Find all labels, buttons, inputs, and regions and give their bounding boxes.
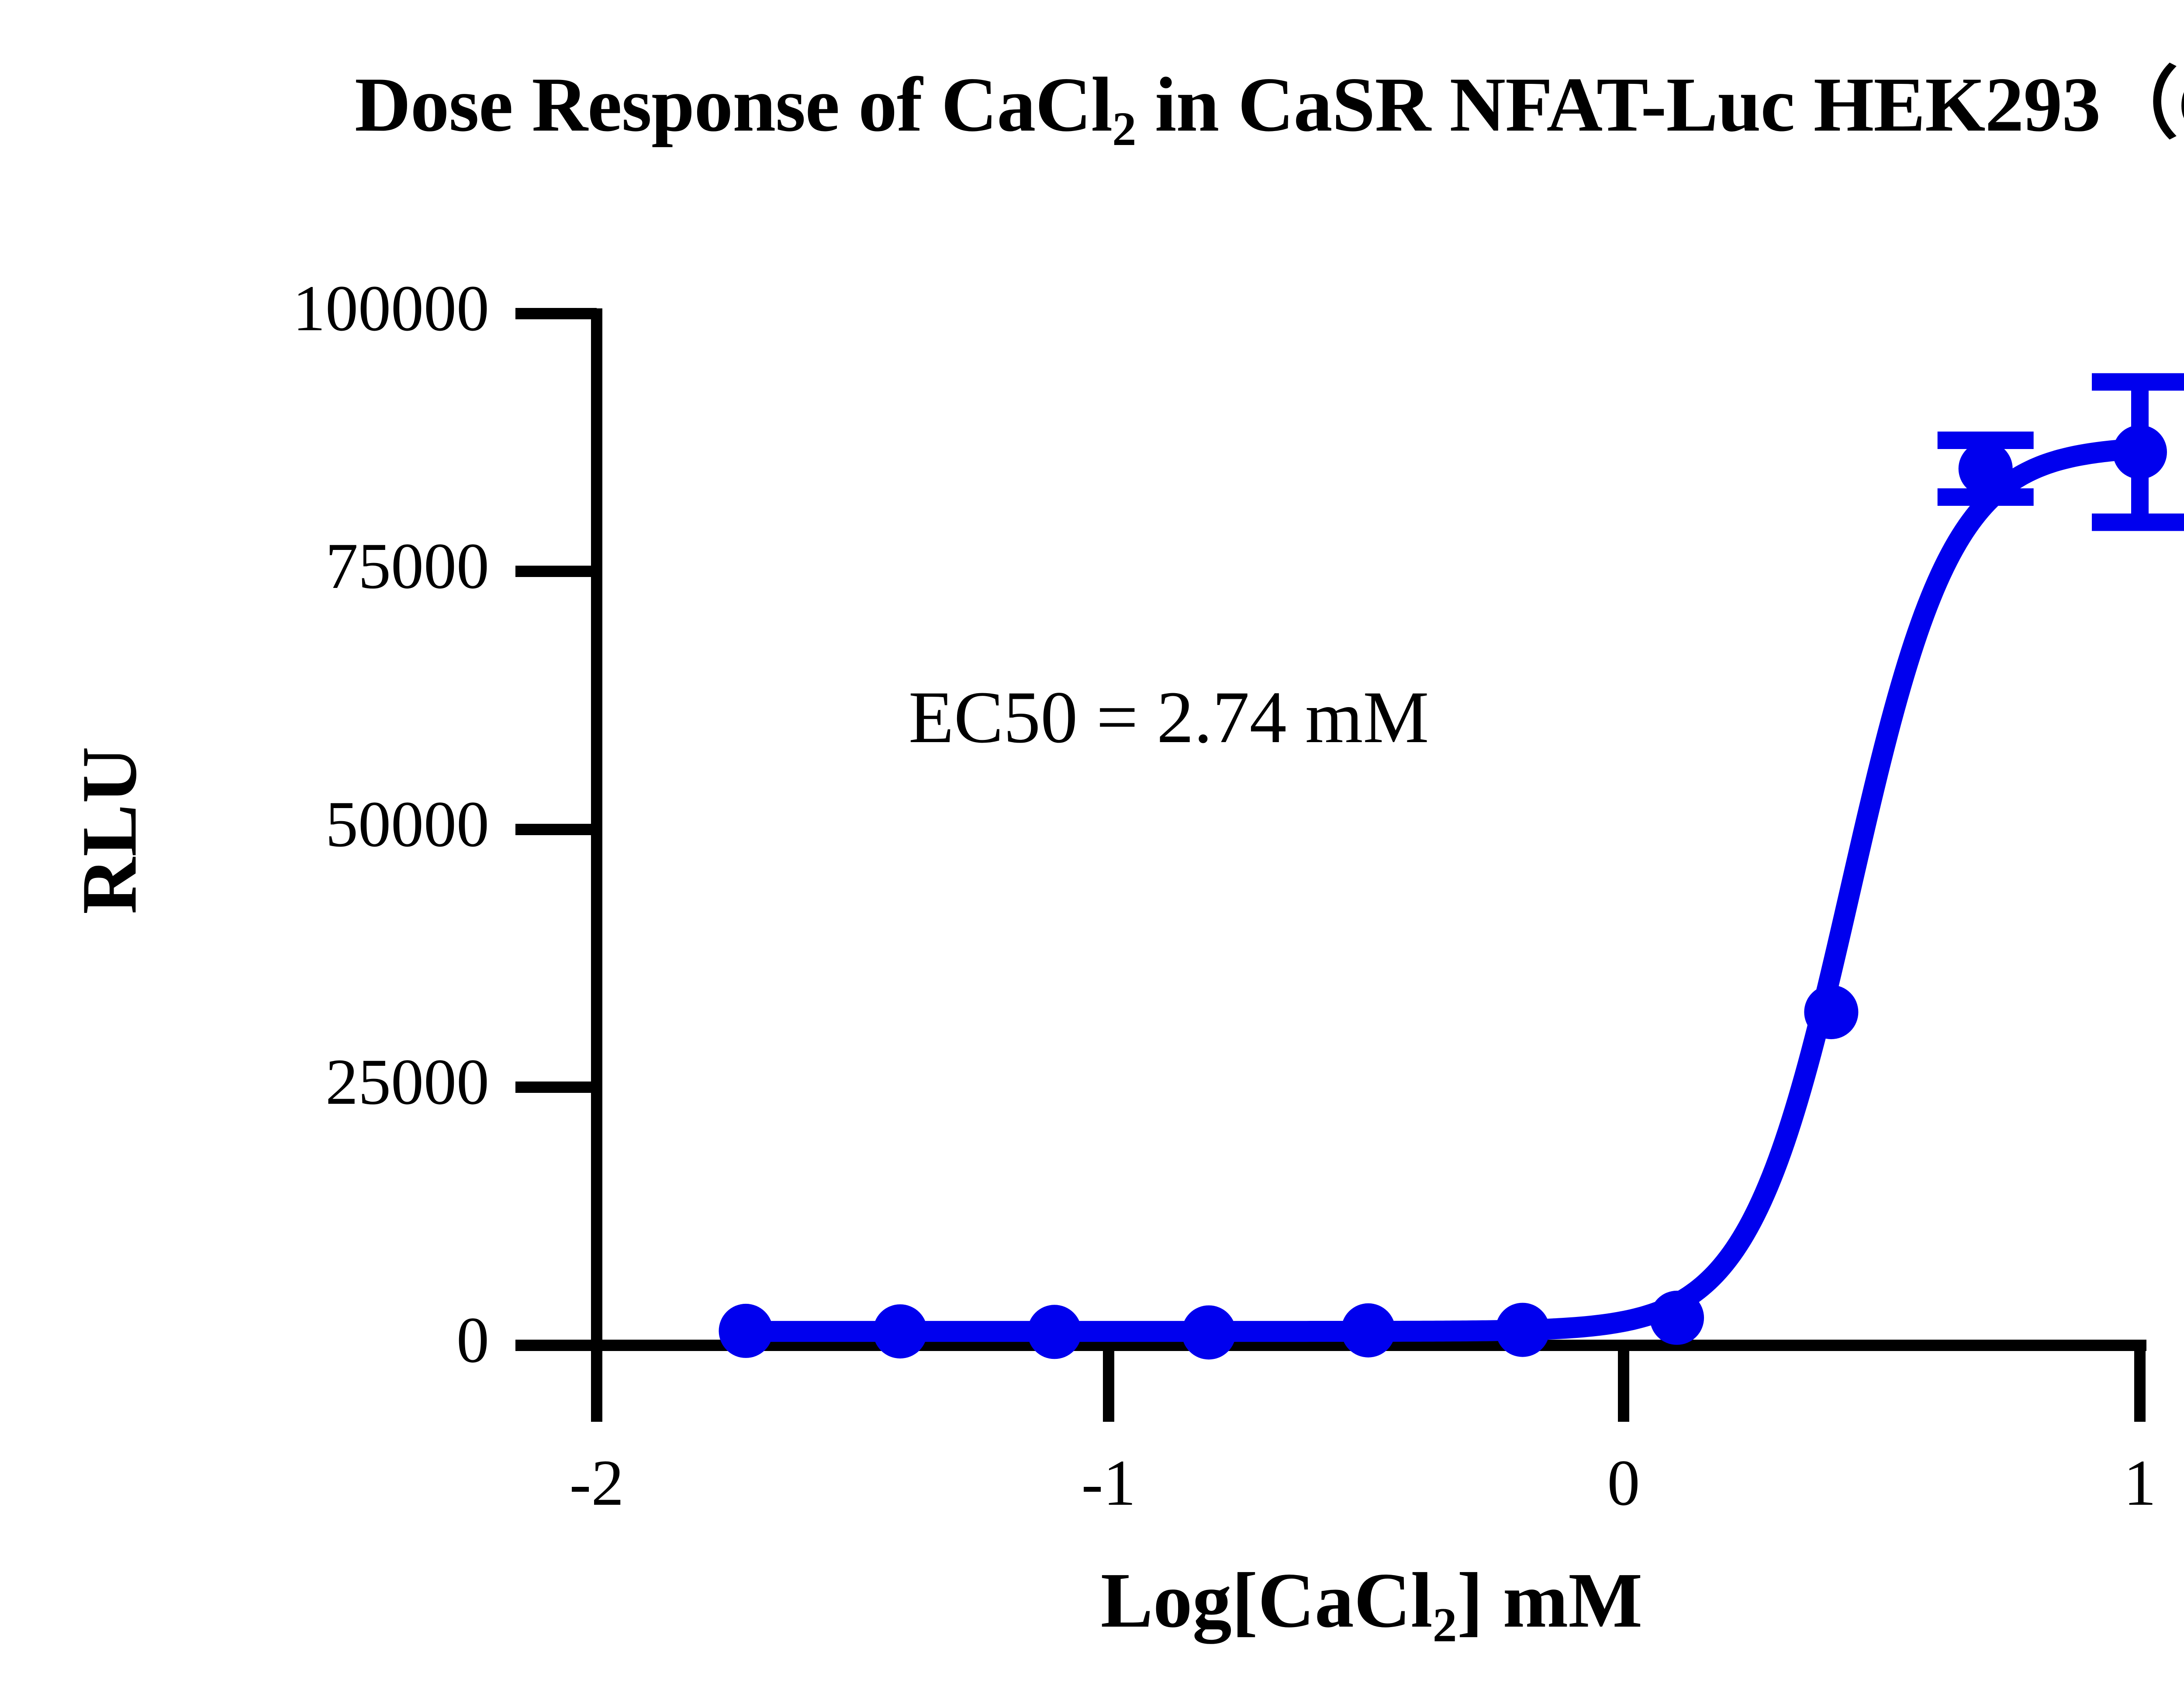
data-point (1495, 1303, 1550, 1357)
data-point (2113, 425, 2167, 479)
x-axis-title-post: ] mM (1457, 1557, 1643, 1644)
ec50-annotation: EC50 = 2.74 mM (909, 676, 1429, 758)
y-tick-marks (515, 308, 597, 1351)
data-point-markers (719, 425, 2167, 1360)
data-point (873, 1304, 927, 1359)
data-point (719, 1303, 773, 1358)
x-axis-title-pre: Log[CaCl (1100, 1557, 1433, 1644)
data-point (1182, 1305, 1236, 1360)
data-point (1958, 442, 2013, 496)
fit-curve-line (735, 438, 2150, 1342)
data-point (1804, 985, 1859, 1040)
x-axis-title: Log[CaCl2] mM (1101, 1555, 1643, 1653)
data-point (1650, 1290, 1704, 1345)
data-point (1341, 1303, 1396, 1358)
title-text-post: in CaSR NFAT-Luc HEK293（C15） (1154, 61, 2184, 148)
x-axis-title-subscript: 2 (1432, 1598, 1457, 1652)
title-text-pre: Dose Response of CaCl (355, 61, 1113, 148)
page-title: Dose Response of CaCl2 in CaSR NFAT-Luc … (0, 66, 2184, 153)
title-subscript: 2 (1112, 102, 1136, 156)
y-axis-title: RLU (66, 745, 153, 915)
x-tick-marks (591, 1345, 2146, 1422)
data-point (1027, 1305, 1082, 1359)
